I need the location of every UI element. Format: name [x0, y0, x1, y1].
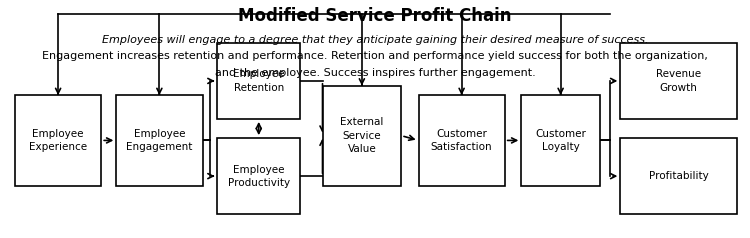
Text: Employees will engage to a degree that they anticipate gaining their desired mea: Employees will engage to a degree that t…	[102, 35, 648, 45]
Text: Engagement increases retention and performance. Retention and performance yield : Engagement increases retention and perfo…	[42, 51, 708, 61]
Text: Employee
Engagement: Employee Engagement	[126, 129, 193, 152]
FancyBboxPatch shape	[15, 95, 101, 186]
Text: Profitability: Profitability	[649, 171, 708, 181]
FancyBboxPatch shape	[217, 138, 300, 214]
Text: Customer
Satisfaction: Customer Satisfaction	[430, 129, 493, 152]
FancyBboxPatch shape	[620, 138, 736, 214]
FancyBboxPatch shape	[217, 43, 300, 119]
Text: Employee
Experience: Employee Experience	[29, 129, 87, 152]
FancyBboxPatch shape	[620, 43, 736, 119]
Text: Modified Service Profit Chain: Modified Service Profit Chain	[238, 7, 512, 25]
Text: Customer
Loyalty: Customer Loyalty	[536, 129, 586, 152]
Text: External
Service
Value: External Service Value	[340, 118, 383, 154]
FancyBboxPatch shape	[521, 95, 600, 186]
Text: Revenue
Growth: Revenue Growth	[656, 69, 701, 93]
FancyBboxPatch shape	[322, 86, 401, 186]
Text: Employee
Retention: Employee Retention	[233, 69, 284, 93]
Text: Employee
Productivity: Employee Productivity	[228, 164, 290, 188]
Text: and the employee. Success inspires further engagement.: and the employee. Success inspires furth…	[214, 68, 536, 78]
FancyBboxPatch shape	[419, 95, 505, 186]
FancyBboxPatch shape	[116, 95, 202, 186]
